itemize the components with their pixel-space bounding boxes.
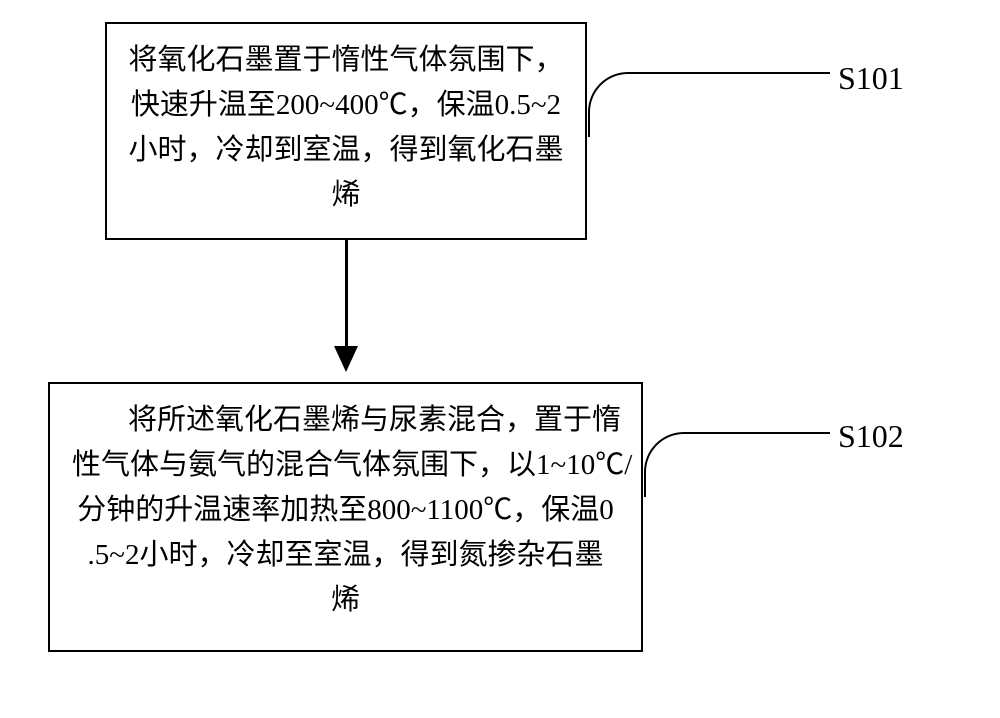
box1-line-3: 烯 — [125, 173, 567, 218]
box2-line-1: 性气体与氨气的混合气体氛围下，以1~10℃/ — [72, 443, 619, 488]
box1-line-1: 快速升温至200~400℃，保温0.5~2 — [125, 83, 567, 128]
box2-line-4: 烯 — [72, 578, 619, 623]
step-label-s101: S101 — [838, 60, 904, 97]
box2-line-3: .5~2小时，冷却至室温，得到氮掺杂石墨 — [72, 533, 619, 578]
step-label-s102: S102 — [838, 418, 904, 455]
box1-line-2: 小时，冷却到室温，得到氧化石墨 — [125, 128, 567, 173]
box2-line-2: 分钟的升温速率加热至800~1100℃，保温0 — [72, 488, 619, 533]
step-box-2: 将所述氧化石墨烯与尿素混合，置于惰 性气体与氨气的混合气体氛围下，以1~10℃/… — [48, 382, 643, 652]
connector-2 — [644, 432, 830, 497]
connector-1 — [588, 72, 830, 137]
step-box-1: 将氧化石墨置于惰性气体氛围下， 快速升温至200~400℃，保温0.5~2 小时… — [105, 22, 587, 240]
box1-line-0: 将氧化石墨置于惰性气体氛围下， — [125, 38, 567, 83]
flowchart-canvas: 将氧化石墨置于惰性气体氛围下， 快速升温至200~400℃，保温0.5~2 小时… — [0, 0, 1000, 718]
arrow-down-icon — [334, 346, 358, 372]
arrow-shaft — [345, 240, 348, 350]
box2-line-0: 将所述氧化石墨烯与尿素混合，置于惰 — [72, 398, 619, 443]
